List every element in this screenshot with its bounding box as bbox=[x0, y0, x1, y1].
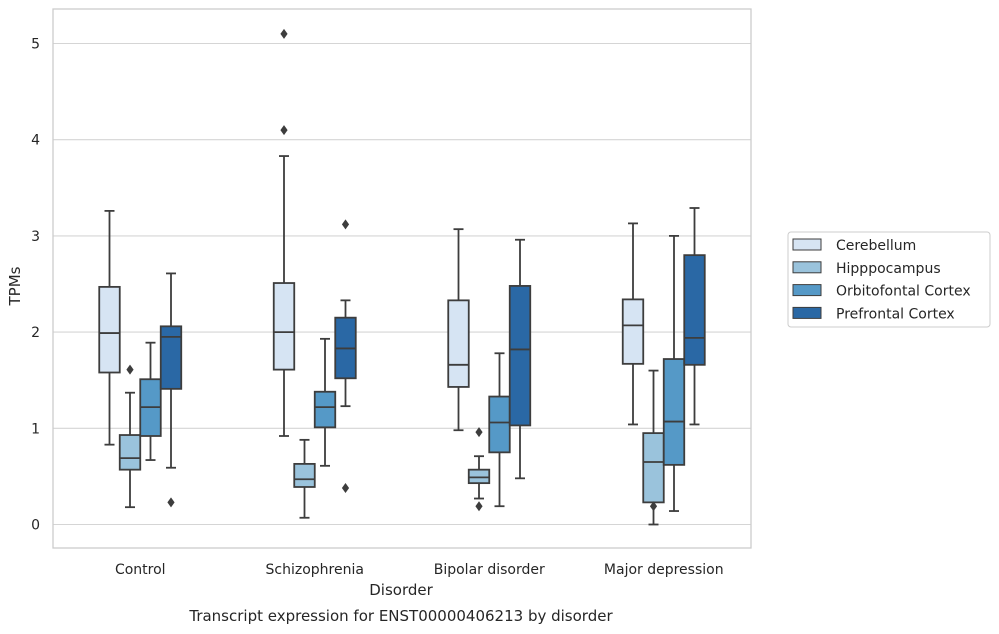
outlier-point bbox=[280, 125, 288, 136]
box-body bbox=[488, 395, 511, 454]
legend-item: Hipppocampus bbox=[792, 261, 941, 277]
box-body bbox=[467, 468, 491, 485]
y-tick-label: 3 bbox=[31, 229, 40, 245]
box-body bbox=[621, 298, 645, 365]
box-hipppocampus bbox=[293, 438, 316, 519]
y-tick-label: 5 bbox=[31, 37, 40, 53]
legend-swatch bbox=[792, 238, 822, 251]
x-axis-label: Disorder bbox=[369, 581, 433, 599]
y-tick-label: 4 bbox=[31, 133, 40, 149]
legend-swatch bbox=[792, 284, 822, 297]
legend-item: Prefrontal Cortex bbox=[792, 306, 955, 322]
legend-label: Orbitofontal Cortex bbox=[836, 284, 971, 300]
legend: Cerebellum Hipppocampus Orbitofontal Corte… bbox=[787, 231, 991, 328]
outlier-point bbox=[341, 482, 350, 493]
x-tick-label: Schizophrenia bbox=[266, 562, 364, 578]
box-body bbox=[293, 462, 316, 488]
x-tick-label: Bipolar disorder bbox=[434, 562, 545, 578]
outlier-point bbox=[280, 28, 288, 39]
box-prefrontal-cortex bbox=[683, 207, 706, 426]
x-axis-ticks: Control Schizophrenia Bipolar disorder Majo… bbox=[115, 562, 724, 578]
legend-label: Cerebellum bbox=[836, 238, 916, 254]
y-tick-label: 2 bbox=[31, 325, 40, 341]
x-tick-label: Major depression bbox=[604, 562, 724, 578]
box-body bbox=[642, 432, 665, 504]
box-cerebellum bbox=[272, 28, 296, 437]
box-orbitofontal-cortex bbox=[488, 352, 511, 508]
box-cerebellum bbox=[447, 228, 470, 432]
box-orbitofontal-cortex bbox=[313, 337, 337, 467]
y-tick-label: 1 bbox=[31, 421, 40, 437]
legend-item: Orbitofontal Cortex bbox=[792, 284, 971, 300]
box-orbitofontal-cortex bbox=[662, 234, 686, 512]
outlier-point bbox=[475, 427, 483, 438]
legend-label: Prefrontal Cortex bbox=[836, 306, 955, 322]
y-axis-label: TPMs bbox=[6, 266, 24, 306]
box-hipppocampus bbox=[118, 364, 142, 509]
box-body bbox=[508, 285, 532, 427]
plot-frame bbox=[52, 8, 752, 549]
box-body bbox=[98, 285, 121, 374]
box-cerebellum bbox=[621, 222, 645, 426]
legend-swatch bbox=[792, 261, 822, 274]
legend-label: Hipppocampus bbox=[836, 261, 941, 277]
x-tick-label: Control bbox=[115, 562, 166, 578]
y-tick-label: 0 bbox=[31, 518, 40, 534]
y-axis-ticks: 0 1 2 3 4 5 bbox=[31, 37, 40, 534]
legend-item: Cerebellum bbox=[792, 238, 916, 254]
box-hipppocampus bbox=[642, 369, 665, 526]
box-cerebellum bbox=[98, 209, 121, 446]
plot-area bbox=[98, 28, 706, 526]
chart-title: Transcript expression for ENST0000040621… bbox=[188, 607, 613, 625]
box-orbitofontal-cortex bbox=[139, 341, 162, 461]
box-prefrontal-cortex bbox=[334, 219, 357, 493]
box-prefrontal-cortex bbox=[508, 238, 532, 480]
box-body bbox=[683, 254, 706, 366]
box-body bbox=[159, 325, 183, 390]
box-body bbox=[118, 434, 142, 471]
outlier-point bbox=[475, 501, 483, 512]
outlier-point bbox=[126, 364, 134, 375]
box-body bbox=[662, 358, 686, 466]
outlier-point bbox=[167, 497, 175, 508]
outlier-point bbox=[341, 219, 350, 230]
box-body bbox=[313, 390, 337, 429]
legend-frame bbox=[787, 231, 991, 328]
box-hipppocampus bbox=[467, 427, 491, 512]
outlier-point bbox=[649, 501, 658, 512]
box-prefrontal-cortex bbox=[159, 272, 183, 508]
legend-swatch bbox=[792, 306, 822, 319]
box-body bbox=[447, 299, 470, 388]
box-body bbox=[272, 282, 296, 371]
